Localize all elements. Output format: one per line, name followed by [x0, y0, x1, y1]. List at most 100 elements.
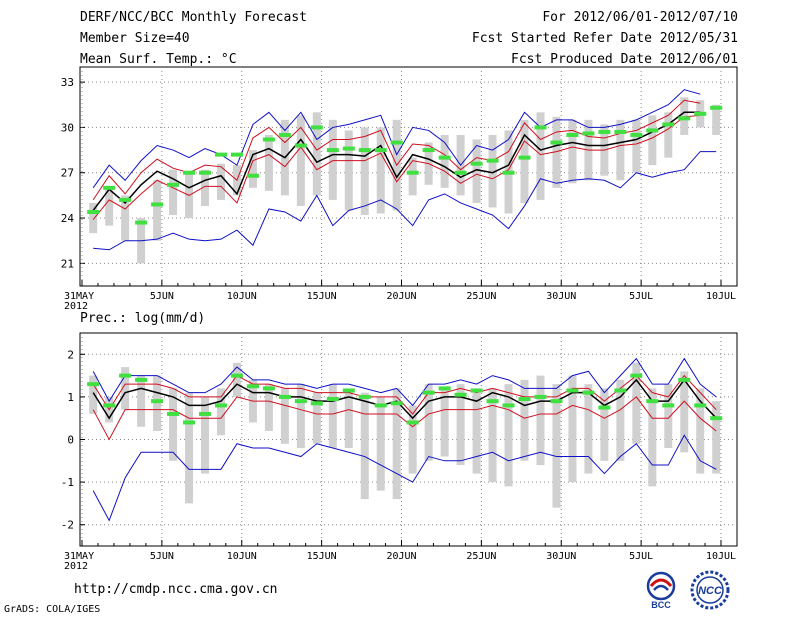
- spread-bar: [696, 388, 705, 474]
- product-title: DERF/NCC/BCC Monthly Forecast: [80, 10, 307, 25]
- x-tick-label: 31MAY: [64, 291, 94, 302]
- x-tick-label: 31MAY: [64, 551, 94, 562]
- obs-mark: [183, 420, 196, 425]
- spread-bar: [360, 127, 369, 216]
- spread-bar: [264, 134, 273, 191]
- y-tick-label: 30: [61, 121, 74, 134]
- obs-mark: [390, 140, 403, 145]
- obs-mark: [119, 197, 132, 202]
- spread-bar: [664, 384, 673, 449]
- series-std_upper: [92, 99, 701, 201]
- x-tick-label: 10JUL: [706, 551, 736, 562]
- obs-mark: [518, 155, 531, 160]
- obs-mark: [310, 401, 323, 406]
- spread-bar: [105, 187, 114, 226]
- spread-bar: [360, 392, 369, 500]
- spread-bar: [536, 375, 545, 466]
- bcc-logo-arc: [649, 578, 673, 588]
- obs-mark: [550, 399, 563, 404]
- spread-bar: [89, 375, 98, 414]
- series-max: [92, 89, 701, 189]
- footer-url[interactable]: http://cmdp.ncc.cma.gov.cn: [74, 582, 278, 597]
- spread-bar: [296, 384, 305, 449]
- x-tick-label: 5JUL: [629, 291, 653, 302]
- series-std_upper: [92, 374, 717, 415]
- obs-mark: [87, 382, 100, 387]
- spread-bar: [408, 157, 417, 196]
- obs-mark: [566, 388, 579, 393]
- spread-bar: [520, 119, 529, 203]
- spread-bar: [376, 396, 385, 491]
- spread-bar: [280, 388, 289, 444]
- obs-mark: [614, 129, 627, 134]
- obs-mark: [614, 388, 627, 393]
- plot-frame: [79, 66, 738, 287]
- x-tick-label: 5JUN: [150, 291, 174, 302]
- x-tick-label: 10JUN: [227, 291, 257, 302]
- spread-bar: [440, 388, 449, 457]
- spread-bar: [232, 362, 241, 397]
- x-tick-label: 2012: [64, 561, 88, 572]
- obs-mark: [374, 148, 387, 153]
- x-tick-label: 15JUN: [307, 291, 337, 302]
- obs-mark: [598, 405, 611, 410]
- series-mean: [92, 378, 717, 420]
- obs-mark: [230, 152, 243, 157]
- spread-bar: [344, 388, 353, 449]
- obs-mark: [199, 411, 212, 416]
- spread-bar: [153, 375, 162, 431]
- obs-mark: [694, 403, 707, 408]
- obs-mark: [390, 401, 403, 406]
- obs-mark: [598, 129, 611, 134]
- produced-date: Fcst Produced Date 2012/06/01: [511, 52, 738, 67]
- obs-mark: [199, 170, 212, 175]
- spread-bar: [312, 112, 321, 196]
- spread-bar: [296, 115, 305, 206]
- obs-mark: [486, 158, 499, 163]
- x-tick-label: 10JUN: [227, 551, 257, 562]
- spread-bar: [568, 119, 577, 184]
- forecast-period: For 2012/06/01-2012/07/10: [542, 10, 738, 25]
- obs-mark: [678, 377, 691, 382]
- obs-mark: [167, 182, 180, 187]
- spread-bar: [344, 130, 353, 211]
- series-mean: [92, 111, 701, 211]
- spread-bar: [328, 384, 337, 449]
- obs-mark: [662, 122, 675, 127]
- spread-bar: [169, 169, 178, 216]
- obs-mark: [214, 152, 227, 157]
- y-tick-label: 2: [67, 348, 74, 361]
- obs-mark: [486, 399, 499, 404]
- obs-mark: [262, 386, 275, 391]
- spread-bar: [137, 375, 146, 427]
- obs-mark: [246, 384, 259, 389]
- spread-bar: [440, 134, 449, 188]
- ncc-logo: NCC: [690, 570, 730, 610]
- x-tick-label: 5JUN: [150, 551, 174, 562]
- spread-bar: [392, 388, 401, 500]
- series-min: [92, 434, 717, 522]
- obs-mark: [502, 403, 515, 408]
- bcc-logo-ring: [646, 571, 676, 601]
- spread-bar: [680, 97, 689, 135]
- spread-bar: [408, 405, 417, 474]
- obs-mark: [135, 220, 148, 225]
- spread-bar: [121, 367, 130, 410]
- obs-mark: [550, 140, 563, 145]
- obs-mark: [342, 146, 355, 151]
- obs-mark: [151, 202, 164, 207]
- spread-bar: [185, 392, 194, 504]
- grads-credit: GrADS: COLA/IGES: [4, 604, 101, 615]
- obs-mark: [374, 403, 387, 408]
- obs-mark: [470, 388, 483, 393]
- obs-mark: [534, 394, 547, 399]
- spread-bar: [216, 163, 225, 200]
- obs-mark: [422, 148, 435, 153]
- spread-bar: [201, 396, 210, 474]
- x-tick-label: 10JUL: [706, 291, 736, 302]
- obs-mark: [278, 132, 291, 137]
- series-std_lower: [92, 114, 701, 220]
- spread-bar: [89, 202, 98, 234]
